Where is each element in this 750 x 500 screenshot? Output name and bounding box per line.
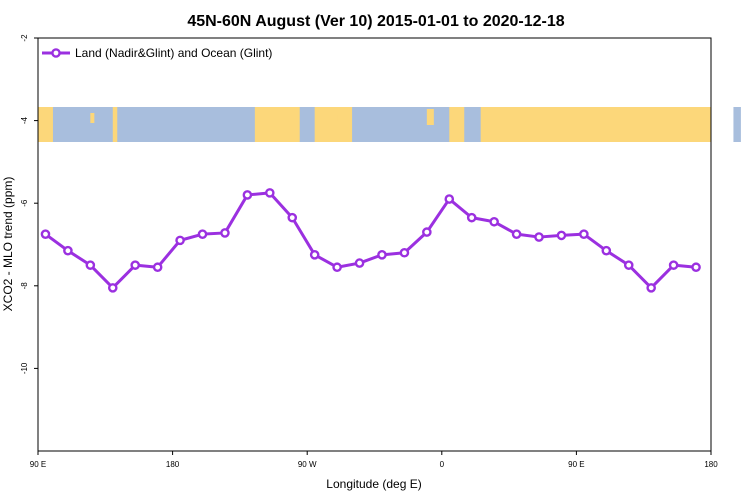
x-tick-label: 180 [166,460,180,469]
map-baltic-sea [464,107,481,142]
x-axis-label: Longitude (deg E) [326,477,421,491]
x-axis: 90 E 180 90 W 0 90 E 180 [30,451,718,469]
legend: Land (Nadir&Glint) and Ocean (Glint) [42,46,272,60]
data-point [556,230,567,241]
y-tick-label: -8 [20,282,29,290]
map-ocean-atlantic [352,107,450,142]
data-point [107,283,118,293]
map-ocean-edge [733,107,741,142]
data-point [422,227,432,237]
data-point [287,212,298,223]
x-tick-label: 90 E [568,460,584,469]
data-point [668,260,679,270]
data-point [466,212,477,223]
data-point [242,190,253,200]
x-tick-label: 0 [440,460,445,469]
data-point [601,245,612,256]
map-island-britain [426,109,434,125]
data-point [377,250,387,260]
map-ocean-pacific [117,107,255,142]
x-tick-label: 90 W [298,460,317,469]
data-point [646,283,656,293]
data-point [511,229,522,239]
map-ocean-okhotsk [52,107,113,142]
legend-marker [51,48,61,58]
x-tick-label: 180 [704,460,718,469]
data-point [265,188,275,198]
y-axis-label: XCO2 - MLO trend (ppm) [1,177,15,312]
map-hudson-bay [299,107,315,142]
data-point [197,229,208,239]
y-tick-label: -4 [20,116,29,124]
plot-frame [37,37,712,452]
data-point [332,262,342,273]
data-point [130,260,141,270]
y-tick-label: -2 [20,34,29,42]
map-island-sakhalin [90,113,95,123]
data-point [40,229,51,239]
map-island-newfoundland [337,115,344,121]
series-layer [40,188,701,293]
x-tick-label: 90 E [30,460,46,469]
data-point [579,229,589,239]
data-point [399,247,410,258]
series-line [44,191,697,290]
data-point [220,228,230,238]
y-tick-label: -6 [20,199,29,207]
y-axis: -2 -4 -6 -8 -10 [20,34,38,374]
map-band [38,107,741,142]
data-point [175,235,185,246]
chart-title: 45N-60N August (Ver 10) 2015-01-01 to 20… [187,13,564,30]
data-point [309,250,320,260]
data-point [534,232,544,242]
data-point [63,245,73,256]
data-point [489,216,499,227]
y-tick-label: -10 [20,362,29,374]
data-point [623,260,634,270]
data-point [444,194,455,204]
data-point [354,258,365,268]
data-point [152,262,163,273]
data-point [691,262,701,273]
legend-label: Land (Nadir&Glint) and Ocean (Glint) [75,46,272,60]
data-point [85,260,96,270]
